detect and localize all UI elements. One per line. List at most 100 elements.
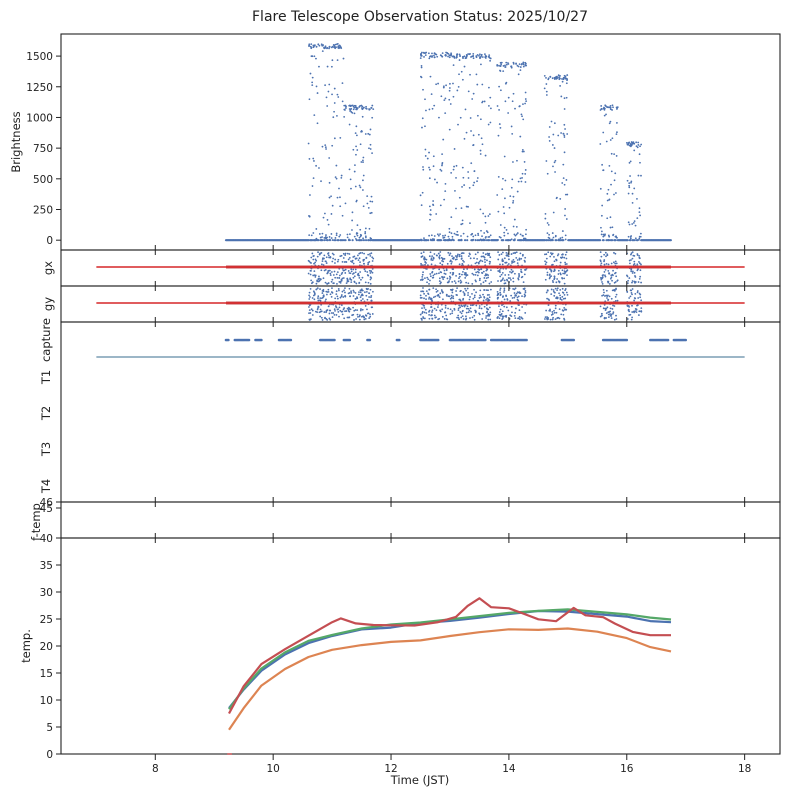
gx-point xyxy=(510,268,513,271)
gy-point xyxy=(558,308,561,311)
brightness-point xyxy=(496,105,499,107)
gx-point xyxy=(356,273,359,276)
gx-point xyxy=(420,255,423,258)
brightness-point xyxy=(551,144,554,146)
gy-point xyxy=(453,307,456,310)
gx-point xyxy=(350,268,353,271)
gy-point xyxy=(459,299,462,302)
gy-point xyxy=(515,292,518,295)
y-tick-label: 20 xyxy=(40,641,53,653)
gx-point xyxy=(334,262,336,264)
gy-point xyxy=(349,308,352,311)
gy-point xyxy=(485,298,487,301)
gy-point xyxy=(488,296,491,299)
brightness-point xyxy=(519,233,522,236)
gx-point xyxy=(349,277,352,280)
brightness-point xyxy=(340,47,343,50)
brightness-point xyxy=(607,239,610,241)
gx-point xyxy=(363,268,366,271)
brightness-point xyxy=(315,164,318,167)
gy-point xyxy=(554,287,557,290)
brightness-point xyxy=(429,55,431,58)
gx-point xyxy=(432,257,435,260)
brightness-point xyxy=(548,140,551,142)
brightness-point xyxy=(479,56,482,59)
brightness-point xyxy=(498,64,500,67)
brightness-point xyxy=(469,222,471,225)
brightness-point xyxy=(497,134,500,137)
brightness-point xyxy=(472,238,475,241)
brightness-point xyxy=(321,236,323,238)
gy-point xyxy=(480,307,483,310)
gy-point xyxy=(478,312,481,315)
gy-point xyxy=(323,311,326,313)
brightness-point xyxy=(552,211,555,214)
brightness-point xyxy=(431,55,434,57)
brightness-point xyxy=(331,59,334,62)
brightness-point xyxy=(344,239,347,242)
brightness-point xyxy=(432,203,434,206)
gx-point xyxy=(354,268,357,271)
gx-point xyxy=(438,257,441,260)
gx-point xyxy=(633,280,636,283)
gx-point xyxy=(449,276,452,279)
gy-point xyxy=(488,294,490,296)
brightness-point xyxy=(421,117,424,120)
gy-point xyxy=(444,311,446,314)
gx-point xyxy=(565,263,568,265)
gy-point xyxy=(471,316,474,319)
gy-point xyxy=(612,311,615,314)
brightness-point xyxy=(563,74,566,77)
gy-point xyxy=(352,289,355,292)
gy-point xyxy=(327,290,330,293)
gx-point xyxy=(557,253,560,255)
gy-point xyxy=(359,314,361,317)
brightness-point xyxy=(608,198,611,201)
y-tick-label: 0 xyxy=(46,235,53,247)
gy-point xyxy=(335,290,338,293)
brightness-point xyxy=(427,239,430,242)
gx-point xyxy=(520,257,523,260)
gx-point xyxy=(438,268,441,271)
brightness-point xyxy=(497,175,500,178)
gx-point xyxy=(349,272,352,275)
brightness-point xyxy=(422,168,425,171)
brightness-point xyxy=(428,234,431,237)
gy-point xyxy=(633,297,636,299)
brightness-point xyxy=(602,233,605,236)
gx-point xyxy=(518,272,520,275)
gy-point xyxy=(328,312,331,315)
gx-point xyxy=(518,274,521,277)
gx-point xyxy=(475,261,478,264)
gy-point xyxy=(605,289,608,292)
brightness-point xyxy=(640,143,643,146)
brightness-point xyxy=(327,90,330,93)
gx-point xyxy=(369,278,372,281)
gx-point xyxy=(435,272,438,275)
brightness-point xyxy=(331,45,334,48)
brightness-point xyxy=(430,234,433,237)
gx-point xyxy=(544,260,546,263)
brightness-point xyxy=(327,223,330,226)
gy-point xyxy=(321,319,324,321)
brightness-point xyxy=(330,65,333,68)
gx-point xyxy=(633,260,636,263)
gy-point xyxy=(451,291,454,294)
gx-point xyxy=(517,278,520,281)
brightness-point xyxy=(442,86,445,89)
gx-point xyxy=(361,276,364,279)
gx-point xyxy=(427,278,430,281)
status-label-t2: T2 xyxy=(39,406,53,421)
brightness-point xyxy=(488,213,491,216)
gy-point xyxy=(626,291,629,293)
brightness-point xyxy=(463,65,466,68)
brightness-point xyxy=(523,237,525,240)
brightness-point xyxy=(563,136,566,138)
brightness-point xyxy=(311,55,314,58)
brightness-point xyxy=(610,170,613,173)
brightness-point xyxy=(548,233,551,236)
gx-point xyxy=(614,252,617,255)
brightness-point xyxy=(639,232,642,235)
gy-point xyxy=(518,291,520,294)
